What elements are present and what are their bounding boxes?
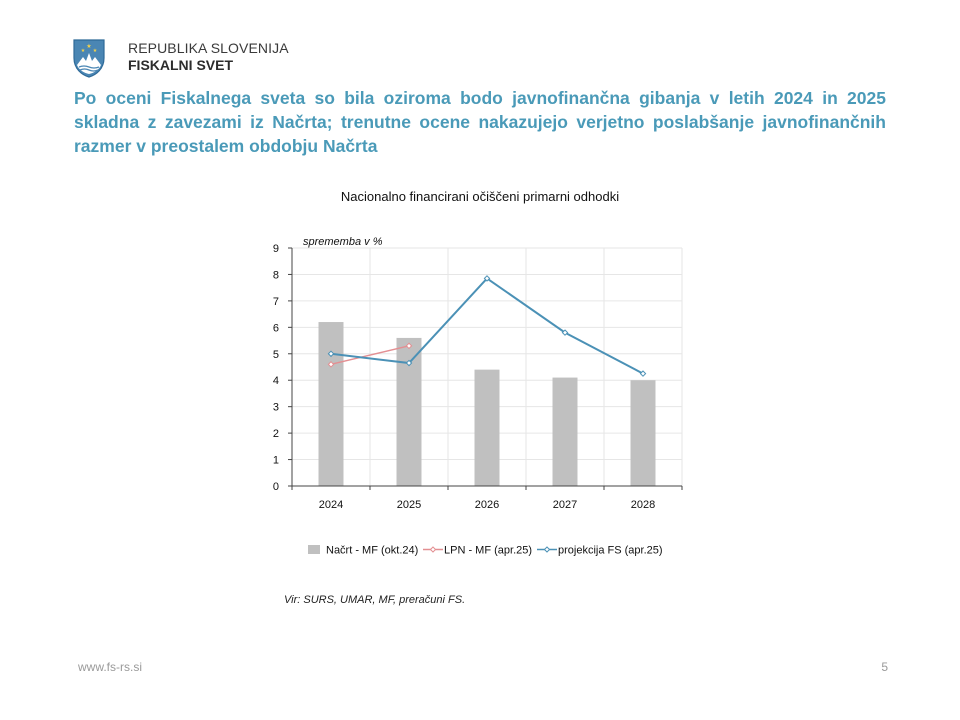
y-tick-label: 9: [273, 243, 279, 255]
series-line-1: [330, 277, 644, 375]
source-note: Vir: SURS, UMAR, MF, preračuni FS.: [284, 594, 466, 606]
slovenia-coat-of-arms-icon: ★ ★ ★: [73, 39, 105, 78]
legend-label: projekcija FS (apr.25): [558, 545, 663, 557]
chart-legend: Načrt - MF (okt.24) LPN - MF (apr.25) proj…: [308, 545, 663, 557]
series-marker-0: [405, 342, 413, 350]
bar-2026: [474, 369, 500, 486]
org-line-2: FISKALNI SVET: [128, 57, 234, 73]
series-marker-1: [639, 370, 647, 377]
y-tick-label: 1: [273, 455, 279, 467]
series-marker-0: [327, 361, 335, 368]
bar-2027: [552, 377, 578, 486]
chart-bars: [318, 322, 656, 486]
svg-text:★: ★: [81, 48, 86, 54]
x-tick-label: 2024: [319, 499, 343, 511]
chart-lines: [327, 275, 647, 377]
series-marker-1: [561, 329, 569, 336]
y-tick-label: 2: [273, 428, 279, 440]
legend-label: LPN - MF (apr.25): [444, 545, 532, 557]
bar-2024: [318, 322, 344, 486]
series-marker-1: [483, 275, 491, 282]
svg-text:★: ★: [93, 48, 98, 54]
x-tick-label: 2028: [631, 499, 655, 511]
x-tick-label: 2025: [397, 499, 421, 511]
y-tick-label: 4: [273, 375, 279, 387]
expenditure-chart: Nacionalno financirani očiščeni primarni…: [273, 189, 683, 557]
bar-2028: [630, 380, 656, 486]
y-tick-label: 5: [273, 349, 279, 361]
y-tick-label: 7: [273, 296, 279, 308]
page-number: 5: [881, 660, 888, 674]
x-tick-label: 2027: [553, 499, 577, 511]
legend-swatch-marker: [543, 546, 551, 553]
org-line-1: REPUBLIKA SLOVENIJA: [128, 40, 289, 56]
y-tick-label: 8: [273, 269, 279, 281]
legend-label: Načrt - MF (okt.24): [326, 545, 418, 557]
y-tick-label: 3: [273, 402, 279, 414]
y-tick-label: 6: [273, 322, 279, 334]
legend-swatch-bar: [308, 545, 320, 554]
y-axis-label: sprememba v %: [303, 236, 383, 248]
series-line-0: [330, 345, 410, 366]
series-marker-1: [405, 359, 413, 367]
svg-text:★: ★: [86, 43, 91, 50]
footer-url[interactable]: www.fs-rs.si: [78, 660, 142, 674]
chart-axes: 0 1 2 3 4 5 6 7 8 9 2024 2025 2026 2027 2028: [273, 243, 683, 511]
slide-headline: Po oceni Fiskalnega sveta so bila ozirom…: [74, 88, 886, 156]
y-tick-label: 0: [273, 481, 279, 493]
chart-title: Nacionalno financirani očiščeni primarni…: [341, 189, 619, 204]
series-marker-1: [327, 350, 335, 358]
chart-grid: [292, 247, 683, 486]
x-tick-label: 2026: [475, 499, 499, 511]
legend-swatch-marker: [429, 546, 437, 553]
organization-name: REPUBLIKA SLOVENIJA FISKALNI SVET: [128, 40, 289, 74]
